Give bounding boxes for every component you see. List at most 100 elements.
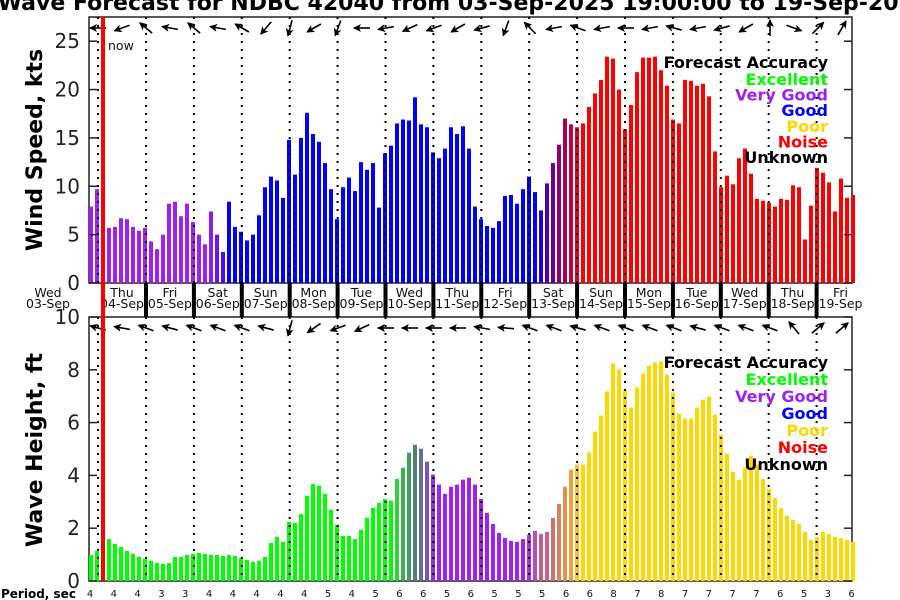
wind-bar (167, 203, 171, 283)
wind-bar (269, 176, 273, 283)
wave-bar (677, 413, 681, 581)
wind-bar (137, 230, 141, 283)
wave-bar (155, 563, 159, 581)
legend-item: Very Good (735, 86, 828, 105)
day-name-label: Sat (208, 285, 229, 300)
wave-bar (449, 486, 453, 581)
wave-bar (107, 539, 111, 581)
date-label: 09-Sep (340, 296, 384, 311)
wave-bar (491, 523, 495, 581)
date-label: 14-Sep (579, 296, 623, 311)
direction-arrow-icon (835, 322, 849, 334)
arrow-head (840, 322, 849, 331)
wave-bar (629, 407, 633, 581)
wind-bar (743, 148, 747, 283)
date-label: 03-Sep (26, 296, 70, 311)
wind-bar (245, 240, 249, 283)
period-value: 7 (753, 589, 759, 600)
wave-bar (617, 369, 621, 581)
wind-bar (89, 206, 93, 283)
arrow-head (209, 23, 218, 32)
wave-bar (143, 558, 147, 581)
period-value: 4 (111, 589, 117, 600)
wind-bar (725, 175, 729, 283)
wave-bar (545, 531, 549, 581)
direction-arrow-icon (811, 322, 825, 334)
wave-bar (737, 479, 741, 581)
arrow-head (665, 23, 675, 32)
wind-bar (575, 127, 579, 283)
wave-bar (665, 374, 669, 581)
wind-bar (191, 222, 195, 283)
day-separator (191, 283, 196, 317)
arrow-head (521, 323, 531, 332)
arrow-head (353, 324, 363, 333)
legend-item: Good (781, 101, 828, 120)
wind-bar (509, 194, 513, 283)
period-row: Period, sec 4 4 4 3 3 4 4 4 4 4 5 4 5 6 6 5 6 5 5 5 6 6 8 7 8 7 7 7… (1, 587, 855, 600)
arrow-head (617, 323, 627, 332)
period-value: 3 (158, 589, 164, 600)
wind-bar (521, 189, 525, 283)
wind-bar (227, 201, 231, 283)
arrow-head (793, 24, 803, 33)
day-separator (527, 283, 532, 317)
wave-tick-label: 2 (67, 516, 80, 540)
wave-bar (581, 464, 585, 581)
wind-tick-label: 5 (67, 223, 80, 247)
wave-bar (167, 563, 171, 581)
wave-bar (683, 418, 687, 581)
wind-bar (827, 182, 831, 283)
wind-bar (611, 58, 615, 283)
period-value: 6 (777, 589, 783, 600)
wave-bar (635, 387, 639, 581)
arrow-head (738, 25, 748, 33)
wave-bar (293, 522, 297, 581)
legend-item: Noise (778, 438, 828, 457)
wave-bar (383, 498, 387, 581)
wave-bar (377, 502, 381, 581)
wave-bar (179, 556, 183, 581)
wind-bar (785, 199, 789, 283)
wave-bar (479, 498, 483, 581)
wind-bar (179, 216, 183, 283)
wave-bar (137, 556, 141, 581)
arrow-head (593, 24, 602, 33)
arrow-head (161, 323, 171, 332)
wind-bar (233, 226, 237, 283)
wave-bar (281, 541, 285, 581)
arrow-head (139, 22, 148, 31)
wind-bar (347, 177, 351, 283)
wave-bar (593, 431, 597, 581)
wave-bar (827, 534, 831, 581)
period-value: 3 (825, 589, 831, 600)
direction-arrow-icon (713, 323, 730, 332)
wind-bar (839, 178, 843, 283)
wind-bar (749, 173, 753, 283)
wind-bar (677, 123, 681, 284)
wind-bar (515, 203, 519, 283)
wind-bar (779, 198, 783, 283)
arrow-head (285, 27, 294, 37)
wind-bar (413, 97, 417, 284)
direction-arrow-icon (113, 24, 130, 33)
wind-bar (659, 70, 663, 283)
wave-bar (173, 556, 177, 581)
direction-arrow-icon (425, 324, 442, 332)
direction-arrow-icon (641, 323, 658, 332)
wind-bar (125, 219, 129, 283)
period-value: 8 (658, 589, 664, 600)
wave-bar (803, 531, 807, 581)
wind-bar (185, 203, 189, 283)
arrow-head (766, 19, 774, 27)
arrow-head (233, 323, 243, 332)
arrow-head (113, 24, 123, 33)
wave-bar (845, 539, 849, 581)
wind-bar (707, 96, 711, 283)
wave-bar (749, 455, 753, 581)
period-value: 5 (372, 589, 378, 600)
wind-bar (425, 127, 429, 283)
arrow-head (665, 323, 675, 332)
wave-bar (197, 553, 201, 581)
